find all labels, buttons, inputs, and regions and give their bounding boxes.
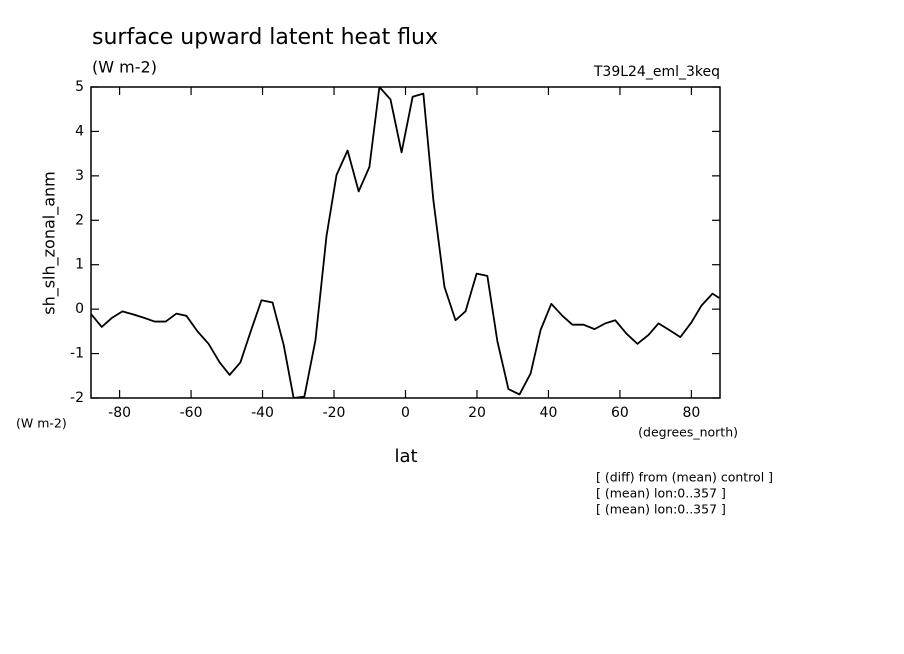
chart-title: surface upward latent heat flux [92, 25, 438, 50]
x-tick-label: -80 [108, 405, 131, 421]
y-tick-label: -1 [70, 346, 84, 362]
y-units: (W m-2) [16, 416, 67, 431]
note: [ (mean) lon:0..357 ] [596, 486, 726, 501]
x-tick-label: 80 [682, 405, 700, 421]
y-tick-label: 4 [75, 123, 84, 139]
y-tick-label: 1 [75, 257, 84, 273]
y-tick-label: 3 [75, 168, 84, 184]
x-axis-label: lat [394, 446, 417, 467]
y-axis-label: sh_slh_zonal_anm [40, 171, 60, 315]
x-tick-label: 60 [611, 405, 629, 421]
data-line [91, 87, 720, 398]
experiment: T39L24_eml_3keq [593, 64, 720, 80]
x-tick-label: -40 [251, 405, 274, 421]
x-tick-label: 40 [540, 405, 558, 421]
units-top: (W m-2) [92, 58, 157, 77]
plot-area [91, 87, 720, 398]
note: [ (diff) from (mean) control ] [596, 470, 773, 485]
note: [ (mean) lon:0..357 ] [596, 502, 726, 517]
y-tick-label: 2 [75, 212, 84, 228]
y-tick-label: -2 [70, 390, 84, 406]
y-tick-label: 5 [75, 79, 84, 95]
x-tick-label: 0 [401, 405, 410, 421]
y-tick-label: 0 [75, 301, 84, 317]
x-tick-label: -60 [180, 405, 203, 421]
x-units: (degrees_north) [638, 425, 738, 440]
x-tick-label: 20 [468, 405, 486, 421]
x-tick-label: -20 [323, 405, 346, 421]
